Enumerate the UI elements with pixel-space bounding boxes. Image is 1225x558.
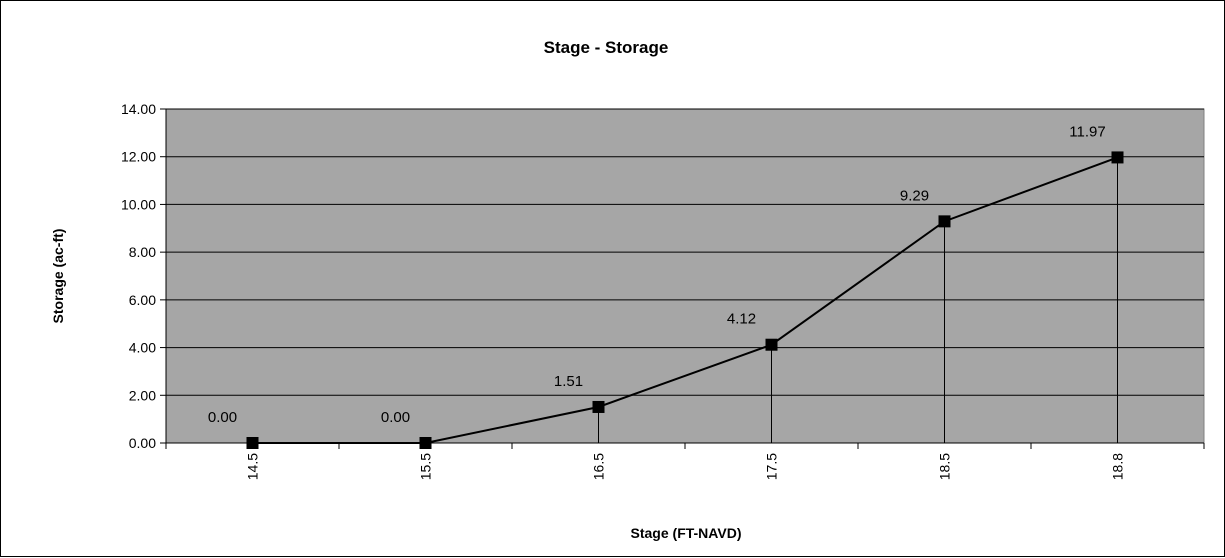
y-tick-label: 0.00 xyxy=(129,435,156,451)
chart-title: Stage - Storage xyxy=(544,38,669,57)
x-tick-labels: 14.5 15.5 16.5 17.5 18.5 18.8 xyxy=(245,453,1126,480)
y-tick-label: 2.00 xyxy=(129,387,156,403)
x-tick-label: 15.5 xyxy=(418,453,434,480)
data-label: 0.00 xyxy=(208,409,237,426)
series-storage xyxy=(246,151,1124,449)
drop-lines xyxy=(598,157,1118,443)
data-label: 0.00 xyxy=(381,409,410,426)
data-point-marker xyxy=(419,437,432,449)
y-tick-label: 14.00 xyxy=(121,101,156,117)
y-tick-label: 4.00 xyxy=(129,340,156,356)
data-label: 1.51 xyxy=(554,373,583,390)
x-tick-label: 18.8 xyxy=(1110,453,1126,480)
plot-area xyxy=(165,108,1205,444)
y-tick-label: 12.00 xyxy=(121,149,156,165)
x-tick-label: 16.5 xyxy=(591,453,607,480)
data-point-marker xyxy=(592,400,605,413)
data-label: 11.97 xyxy=(1069,123,1105,140)
y-tick-label: 6.00 xyxy=(129,292,156,308)
series-line xyxy=(252,156,1118,444)
y-tick-label: 10.00 xyxy=(121,196,156,212)
data-label: 9.29 xyxy=(900,187,929,204)
data-labels: 0.00 0.00 1.51 4.12 9.29 11.97 xyxy=(208,123,1106,426)
x-axis-title: Stage (FT-NAVD) xyxy=(631,525,742,541)
x-tick-label: 17.5 xyxy=(764,453,780,480)
y-axis-title: Storage (ac-ft) xyxy=(50,229,66,324)
x-tick-label: 18.5 xyxy=(937,453,953,480)
grid-lines xyxy=(166,108,1204,396)
data-point-marker xyxy=(246,437,259,449)
x-tick-label: 14.5 xyxy=(245,453,261,480)
y-tick-labels: 0.00 2.00 4.00 6.00 8.00 10.00 12.00 14.00 xyxy=(121,101,156,451)
y-tick-label: 8.00 xyxy=(129,244,156,260)
data-label: 4.12 xyxy=(727,311,756,328)
data-point-marker xyxy=(1111,151,1124,164)
data-point-marker xyxy=(765,338,778,351)
data-point-marker xyxy=(938,215,951,228)
